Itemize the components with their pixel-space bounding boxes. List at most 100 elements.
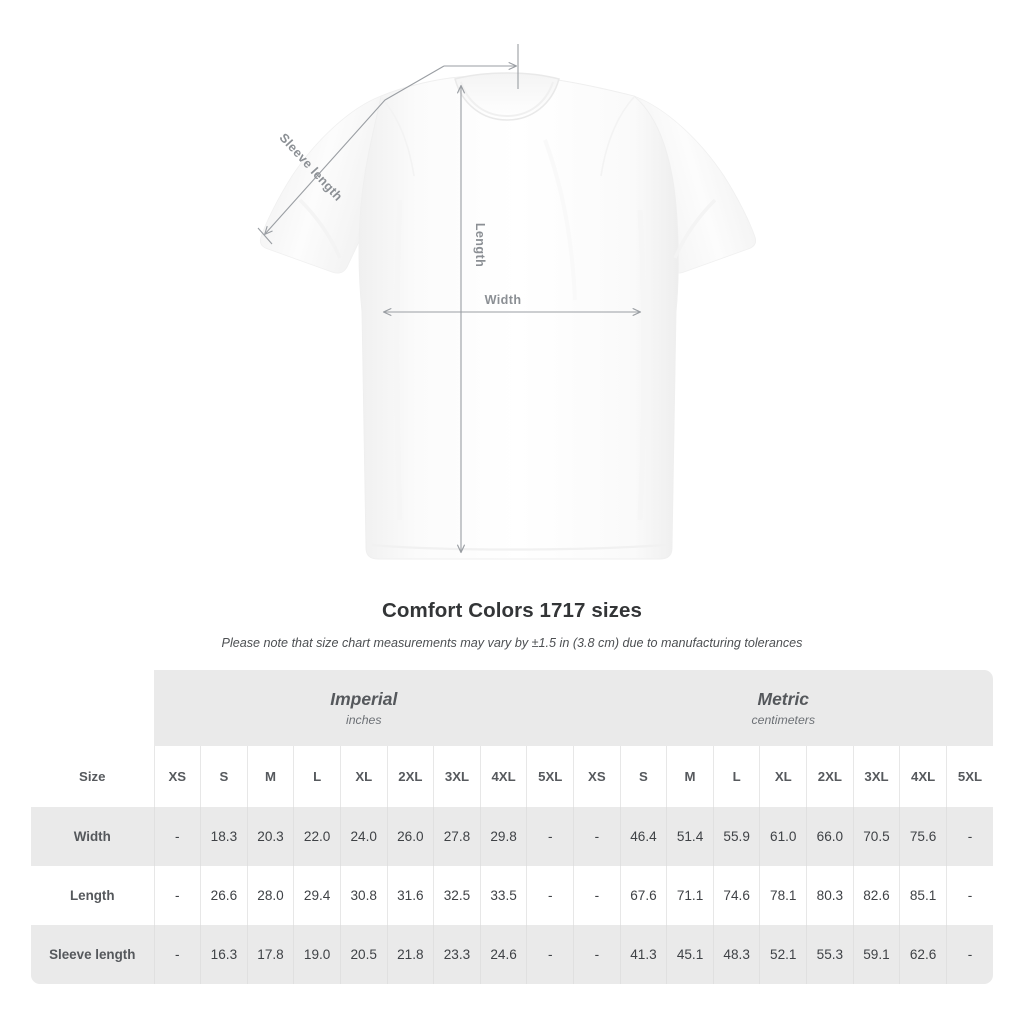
measurement-cell: 16.3 [200,925,248,984]
measurement-cell: 24.0 [339,807,388,866]
measurement-cell: 66.0 [806,807,854,866]
measurement-cell: - [945,807,994,866]
chart-caption: Comfort Colors 1717 sizes Please note th… [0,598,1024,651]
measurement-cell: 61.0 [759,807,807,866]
measurement-cell: 75.6 [899,807,947,866]
measurement-cell: - [526,866,574,925]
measurement-cell: 51.4 [666,807,714,866]
measurement-cell: 70.5 [852,807,900,866]
measurement-cell: 18.3 [200,807,248,866]
size-header-label: Size [31,746,154,807]
measurement-cell: 26.6 [200,866,248,925]
measurement-cell: 85.1 [899,866,947,925]
tshirt-sleeve-fold-left [298,198,342,259]
measurement-cell: - [573,807,621,866]
measurement-row-label: Width [31,807,154,866]
size-column-header: 3XL [852,746,900,807]
measurement-cell: 20.3 [246,807,294,866]
size-column-header: 3XL [433,746,481,807]
measurement-cell: - [573,925,621,984]
unit-group-header-row: Imperial inches Metric centimeters [31,670,994,746]
measurement-row-label: Sleeve length [31,925,154,984]
tshirt-seam-left [380,96,415,177]
measurement-cell: 23.3 [433,925,481,984]
measurement-cell: 48.3 [712,925,760,984]
measurement-cell: 33.5 [479,866,527,925]
measurement-cell: 59.1 [852,925,900,984]
size-column-header: L [293,746,341,807]
unit-group-imperial: Imperial inches [154,670,574,746]
measurement-cell: - [526,925,574,984]
measurement-cell: 17.8 [246,925,294,984]
measurement-cell: 29.8 [479,807,527,866]
sleeve-length-tick [257,227,273,245]
tshirt-fold-2 [637,209,647,521]
measurement-cell: 62.6 [899,925,947,984]
measurement-cell: - [573,866,621,925]
size-column-header: M [246,746,294,807]
measurement-cell: 19.0 [293,925,341,984]
measurement-cell: 21.8 [386,925,434,984]
measurement-cell: - [526,807,574,866]
measurement-cell: 78.1 [759,866,807,925]
measurement-cell: 26.0 [386,807,434,866]
size-column-header: 2XL [386,746,434,807]
size-column-header: 4XL [479,746,527,807]
tshirt-garment [260,72,756,560]
measurement-cell: - [945,925,994,984]
size-column-header: S [200,746,248,807]
tshirt-seam-right [600,96,635,177]
measurement-cell: 46.4 [619,807,667,866]
group-header-spacer [31,670,154,746]
unit-group-subtitle: inches [345,712,382,727]
size-column-header: S [619,746,667,807]
unit-group-metric: Metric centimeters [573,670,994,746]
tshirt-sleeve-fold-right [673,198,717,259]
measurement-cell: - [945,866,994,925]
unit-group-title: Metric [757,688,810,709]
measurement-cell: - [153,807,201,866]
measurement-cell: 24.6 [479,925,527,984]
measurement-cell: 55.3 [806,925,854,984]
measurement-cell: 74.6 [712,866,760,925]
table-row: Length -26.6 28.0 29.4 30.8 31.6 32.5 33.5- -67.… [31,866,994,925]
measurement-cell: 29.4 [293,866,341,925]
measurement-cell: 27.8 [433,807,481,866]
size-column-header: M [666,746,714,807]
table-row: Sleeve length -16.3 17.8 19.0 20.5 21.8 23.3 24… [31,925,994,984]
tshirt-body [358,75,679,560]
measurement-cell: - [153,866,201,925]
measurement-cell: 71.1 [666,866,714,925]
size-column-header: 5XL [945,746,994,807]
measurement-cell: 82.6 [852,866,900,925]
measurement-cell: 80.3 [806,866,854,925]
table-row: Width -18.3 20.3 22.0 24.0 26.0 27.8 29.8- -46.4… [31,807,994,866]
length-label: Length [473,223,487,267]
measurement-cell: 32.5 [433,866,481,925]
measurement-cell: 31.6 [386,866,434,925]
size-column-header: 4XL [899,746,947,807]
width-label: Width [485,293,522,307]
tshirt-fold-1 [394,199,403,521]
measurement-cell: 20.5 [339,925,388,984]
size-column-header: XL [759,746,807,807]
size-column-header: XL [339,746,388,807]
top-leader-measure [444,44,519,89]
size-chart-table-wrapper: Imperial inches Metric centimeters Size XS S M L… [31,670,994,984]
unit-group-subtitle: centimeters [751,712,816,727]
measurement-cell: 45.1 [666,925,714,984]
measurement-cell: 55.9 [712,807,760,866]
measurement-cell: - [153,925,201,984]
measurement-cell: 67.6 [619,866,667,925]
size-chart-table: Imperial inches Metric centimeters Size XS S M L… [31,670,994,984]
length-measure: Length [457,84,487,554]
tshirt-hem [371,543,667,551]
tshirt-fold-3 [543,139,577,301]
measurement-cell: 28.0 [246,866,294,925]
measurement-cell: 52.1 [759,925,807,984]
measurement-cell: 22.0 [293,807,341,866]
size-column-header: 2XL [806,746,854,807]
page-title: Comfort Colors 1717 sizes [382,599,642,622]
unit-group-title: Imperial [330,688,398,709]
sleeve-length-leader [264,65,445,235]
